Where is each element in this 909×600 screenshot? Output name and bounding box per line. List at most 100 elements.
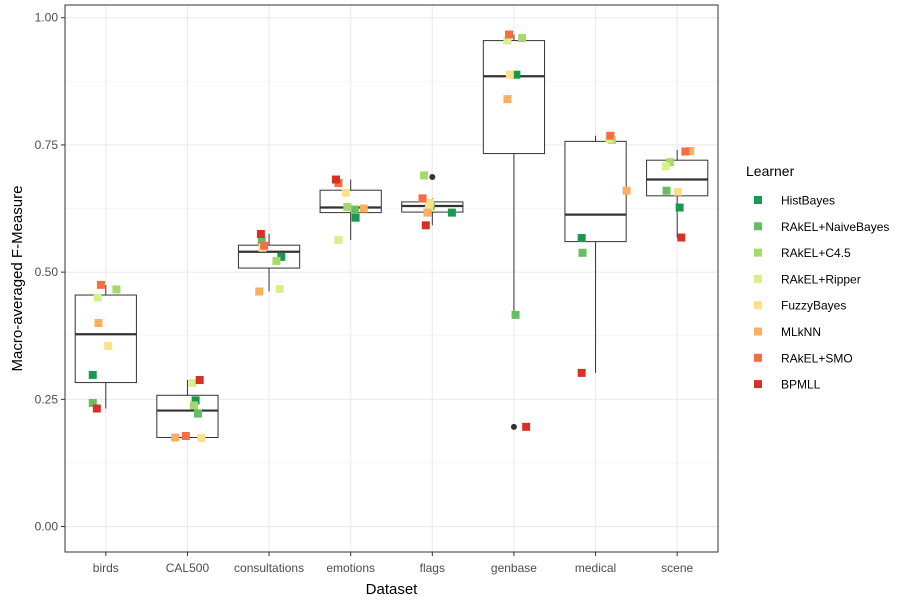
x-tick-label: genbase bbox=[491, 561, 537, 575]
data-point-genbase bbox=[505, 30, 514, 39]
y-tick-label: 0.75 bbox=[35, 138, 59, 152]
data-point-emotions bbox=[359, 204, 368, 213]
data-point-CAL500 bbox=[171, 433, 180, 442]
data-point-emotions bbox=[351, 213, 360, 222]
y-tick-label: 1.00 bbox=[35, 11, 59, 25]
data-point-emotions bbox=[334, 236, 343, 245]
legend-key bbox=[754, 222, 762, 231]
outlier-point bbox=[510, 423, 517, 430]
box-consultations bbox=[237, 233, 301, 292]
data-point-emotions bbox=[350, 205, 359, 214]
data-point-genbase bbox=[503, 95, 512, 104]
x-tick-label: flags bbox=[420, 561, 445, 575]
point-layer bbox=[88, 30, 695, 443]
data-point-birds bbox=[112, 285, 121, 294]
data-point-scene bbox=[686, 147, 695, 156]
box-iqr bbox=[74, 294, 137, 384]
data-point-genbase bbox=[518, 34, 527, 43]
data-point-emotions bbox=[331, 175, 340, 184]
legend-key bbox=[754, 327, 762, 336]
box-medical bbox=[564, 135, 627, 373]
data-point-birds bbox=[93, 293, 102, 302]
box-iqr bbox=[237, 244, 301, 269]
legend-label: HistBayes bbox=[781, 194, 835, 208]
data-point-medical bbox=[622, 186, 631, 195]
legend-label: MLkNN bbox=[781, 325, 821, 339]
y-tick-label: 0.25 bbox=[35, 392, 59, 406]
box-iqr bbox=[564, 140, 627, 243]
data-point-CAL500 bbox=[189, 401, 198, 410]
data-point-genbase bbox=[522, 422, 531, 431]
data-point-consultations bbox=[257, 236, 266, 245]
legend-key bbox=[754, 353, 762, 362]
data-point-flags bbox=[421, 221, 430, 230]
data-point-flags bbox=[447, 208, 456, 217]
data-point-consultations bbox=[272, 256, 281, 265]
x-tick-label: medical bbox=[575, 561, 616, 575]
data-point-emotions bbox=[341, 188, 350, 197]
y-tick-label: 0.00 bbox=[35, 520, 59, 534]
x-tick-label: consultations bbox=[234, 561, 304, 575]
legend-key bbox=[754, 301, 762, 310]
data-point-scene bbox=[661, 162, 670, 171]
y-tick-label: 0.50 bbox=[35, 265, 59, 279]
data-point-birds bbox=[88, 398, 97, 407]
data-point-birds bbox=[88, 370, 97, 379]
box-iqr bbox=[482, 40, 546, 155]
data-point-scene bbox=[665, 158, 674, 167]
data-point-medical bbox=[577, 234, 586, 243]
data-point-flags bbox=[425, 203, 434, 212]
x-tick-label: birds bbox=[93, 561, 119, 575]
y-axis-title: Macro-averaged F-Measure bbox=[9, 186, 26, 372]
data-point-consultations bbox=[277, 252, 286, 261]
legend-label: RAkEL+SMO bbox=[781, 351, 853, 365]
x-tick-label: CAL500 bbox=[166, 561, 210, 575]
legend-label: RAkEL+NaiveBayes bbox=[781, 220, 889, 234]
outlier-point bbox=[429, 173, 436, 180]
data-point-flags bbox=[425, 198, 434, 207]
legend-key bbox=[754, 248, 762, 257]
data-point-consultations bbox=[260, 241, 269, 250]
data-point-birds bbox=[94, 319, 103, 328]
data-point-CAL500 bbox=[195, 376, 204, 385]
data-point-genbase bbox=[511, 310, 520, 319]
x-tick-label: scene bbox=[661, 561, 693, 575]
legend-key bbox=[754, 196, 762, 204]
data-point-scene bbox=[674, 187, 683, 196]
data-point-consultations bbox=[255, 287, 264, 296]
data-point-flags bbox=[418, 194, 427, 203]
legend-items: HistBayes RAkEL+NaiveBayes RAkEL+C4.5 RAkEL… bbox=[754, 194, 889, 392]
data-point-CAL500 bbox=[188, 379, 197, 388]
data-point-scene bbox=[681, 147, 690, 156]
box-birds bbox=[74, 284, 137, 409]
data-point-birds bbox=[96, 280, 105, 289]
legend-title: Learner bbox=[746, 163, 795, 179]
legend: Learner HistBayes RAkEL+NaiveBayes RAkEL+C… bbox=[746, 163, 889, 392]
data-point-emotions bbox=[343, 203, 352, 212]
data-point-flags bbox=[423, 208, 432, 217]
x-axis-title: Dataset bbox=[366, 581, 419, 598]
x-tick-label: emotions bbox=[326, 561, 375, 575]
data-point-consultations bbox=[256, 229, 265, 238]
data-point-CAL500 bbox=[197, 434, 206, 443]
data-point-medical bbox=[578, 248, 587, 257]
data-point-birds bbox=[92, 404, 101, 413]
legend-label: RAkEL+C4.5 bbox=[781, 246, 851, 260]
plot-panel bbox=[65, 5, 718, 552]
y-axis-ticks: 0.00 0.25 0.50 0.75 1.00 bbox=[35, 11, 65, 534]
data-point-genbase bbox=[505, 70, 514, 79]
box-iqr bbox=[156, 394, 219, 439]
data-point-flags bbox=[420, 171, 429, 180]
data-point-CAL500 bbox=[181, 431, 190, 440]
legend-label: FuzzyBayes bbox=[781, 299, 846, 313]
data-point-scene bbox=[675, 203, 684, 212]
data-point-CAL500 bbox=[194, 409, 203, 418]
plot-border bbox=[64, 4, 719, 553]
legend-key bbox=[754, 274, 762, 283]
data-point-consultations bbox=[275, 284, 284, 293]
data-point-genbase bbox=[503, 36, 512, 45]
data-point-medical bbox=[577, 368, 586, 377]
data-point-CAL500 bbox=[191, 396, 200, 405]
data-point-genbase bbox=[512, 70, 521, 79]
